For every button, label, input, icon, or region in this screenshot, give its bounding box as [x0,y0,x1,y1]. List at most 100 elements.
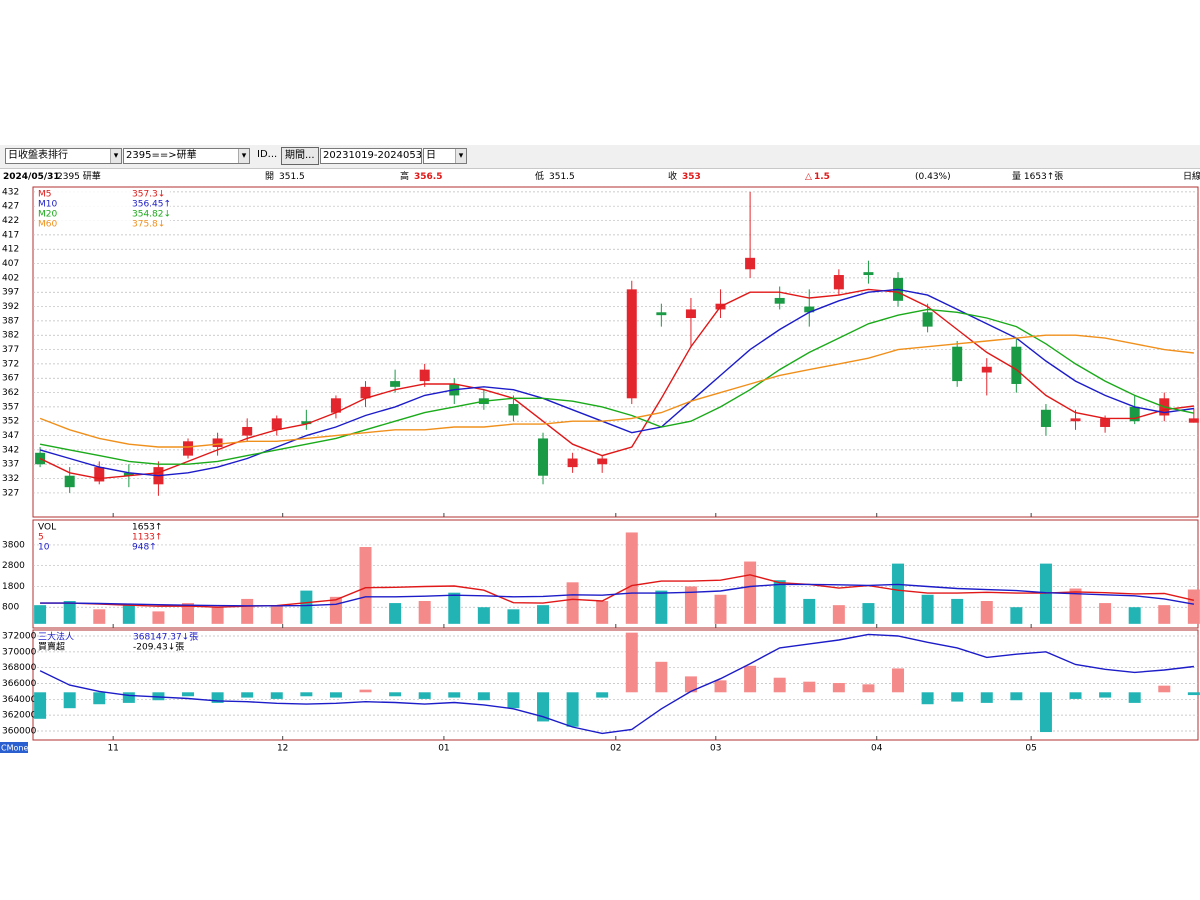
y-tick-label: 392 [2,302,19,312]
x-tick-label: 03 [710,744,721,754]
freq-select[interactable]: 日 [423,148,467,164]
y-tick-label: 402 [2,273,19,283]
volume-bar [1158,605,1171,624]
y-tick-label: 342 [2,445,19,455]
volume-bar [1099,603,1112,624]
candle-body [745,257,756,270]
pane [32,186,1199,518]
brand-badge [0,742,28,753]
x-tick-label: 11 [107,744,118,754]
volume-bar [241,598,254,624]
y-tick-label: 367 [2,374,19,384]
net-bar [418,692,431,699]
candle-body [833,275,844,290]
ma-line [40,574,1195,608]
y-tick-label: 397 [2,288,19,298]
legend-name: M20 [38,210,57,220]
candle-body [64,475,75,488]
legend-name: 10 [38,543,50,553]
volume-bar [34,605,47,624]
y-tick-label: 3800 [2,540,25,550]
net-bar [34,692,47,719]
candle-body [419,369,430,382]
y-tick-label: 368000 [2,663,37,673]
net-bar [63,692,76,709]
legend-value: 375.8↓ [132,220,165,230]
pct: (0.43%) [915,172,951,182]
id-button[interactable]: ID... [257,149,278,160]
candle-body [271,418,282,430]
candle-body [360,386,371,399]
net-bar [300,692,313,697]
y-tick-label: 387 [2,316,19,326]
net-bar [211,692,224,703]
legend-name: 5 [38,533,44,543]
net-bar [862,684,875,693]
x-tick-label: 05 [1025,744,1036,754]
volume-bar [122,605,135,624]
y-tick-label: 412 [2,245,19,255]
legend-value: 357.3↓ [132,190,165,200]
candle-body [1188,418,1199,423]
volume-bar [1069,588,1082,624]
period-field[interactable]: 20231019-20240531 [320,148,422,164]
net-bar [122,692,135,703]
net-bar [507,692,520,709]
date: 2024/05/31 [3,172,60,182]
candle-body [538,438,549,476]
net-bar [182,692,195,697]
net-bar [832,683,845,693]
candle-body [656,312,667,316]
volume-bar [537,605,550,624]
net-bar [1187,692,1200,696]
info-label: 高 [400,172,410,182]
volume-bar [418,601,431,624]
stock-select[interactable]: 2395==>研華 [123,148,250,164]
volume-bar [892,563,905,624]
net-bar [329,692,342,698]
net-bar [655,661,668,693]
pane [32,519,1199,629]
y-tick-label: 347 [2,431,19,441]
list-select[interactable]: 日收盤表排行 [5,148,122,164]
volume-bar [951,598,964,624]
x-tick-label: 12 [277,744,288,754]
legend-name: 買賣超 [38,641,65,653]
y-tick-label: 337 [2,460,19,470]
legend-box [35,188,170,232]
x-tick-label: 02 [610,744,621,754]
net-bar [625,632,638,693]
candle-body [1011,346,1022,384]
net-bar [566,692,579,727]
volume-bar [832,605,845,624]
net-bar [714,680,727,693]
volume-bar [714,594,727,624]
candle-body [183,441,194,456]
stock: 2395 研華 [57,172,101,182]
candle-body [804,306,815,313]
net-bar [241,692,254,698]
period-button[interactable]: 期間... [281,147,319,165]
candle-body [242,426,253,436]
candle-body [863,272,874,276]
volume-bar [63,601,76,624]
y-tick-label: 422 [2,216,19,226]
info-value: 351.5 [549,172,575,182]
y-tick-label: 377 [2,345,19,355]
net-bar [270,692,283,699]
y-tick-label: 360000 [2,726,37,736]
candle-body [626,289,637,399]
y-tick-label: 366000 [2,679,37,689]
net-bar [921,692,934,705]
volume-bar [182,603,195,624]
net-bar [389,692,402,697]
y-tick-label: 372000 [2,632,37,642]
candle-body [1070,418,1081,422]
candle-body [94,467,105,482]
volume-bar [211,607,224,624]
volume-bar [803,598,816,624]
candle-body [301,421,312,425]
legend-value: 354.82↓ [132,210,171,220]
x-tick-label: 04 [871,744,883,754]
net-bar [477,692,490,701]
